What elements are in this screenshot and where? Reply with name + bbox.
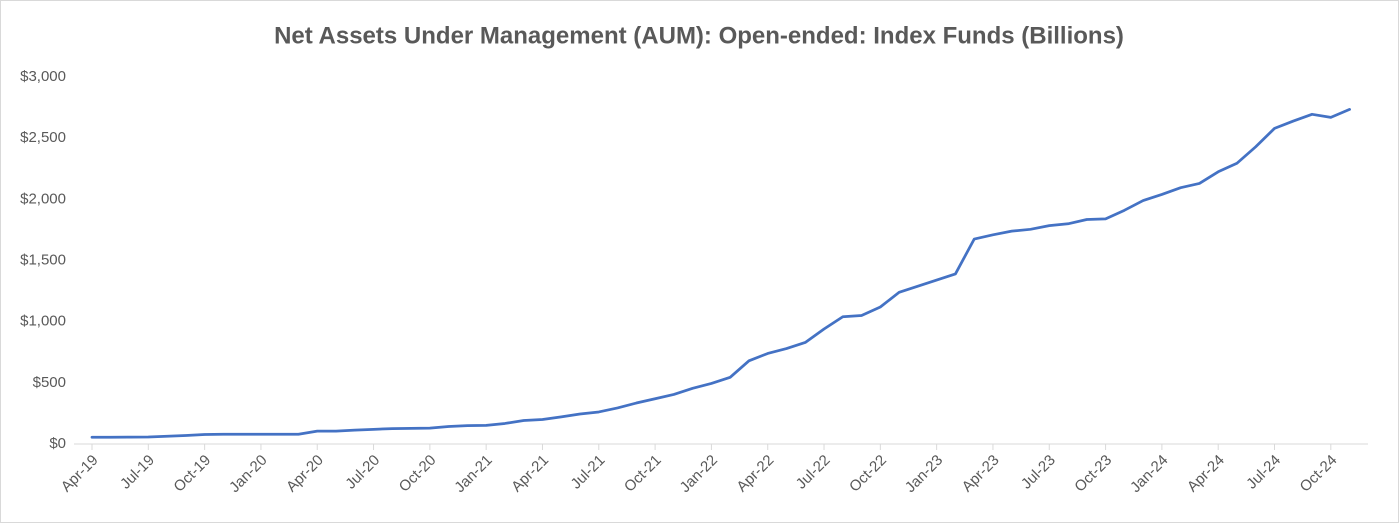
data-line bbox=[90, 108, 1351, 439]
chart-title: Net Assets Under Management (AUM): Open-… bbox=[274, 22, 1124, 49]
y-tick-label: $2,500 bbox=[20, 129, 66, 146]
y-tick-label: $3,000 bbox=[20, 68, 66, 85]
y-tick-label: $1,000 bbox=[20, 313, 66, 330]
y-tick-label: $2,000 bbox=[20, 190, 66, 207]
y-tick-label: $0 bbox=[49, 435, 66, 452]
y-tick-label: $1,500 bbox=[20, 251, 66, 268]
y-tick-label: $500 bbox=[33, 374, 66, 391]
